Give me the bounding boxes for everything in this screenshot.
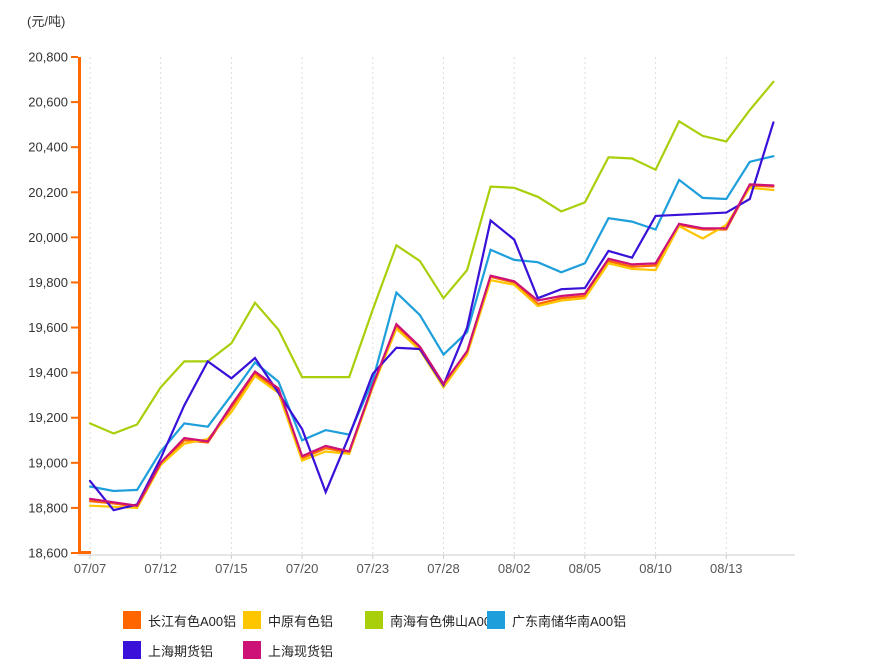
x-axis-label: 08/13: [710, 561, 743, 576]
legend-label: 上海期货铝: [148, 643, 214, 659]
y-axis-label: 19,000: [28, 455, 68, 470]
legend-item-zhongyuan[interactable]: 中原有色铝: [243, 610, 333, 630]
y-axis-tick: [71, 461, 78, 464]
x-axis-label: 07/12: [144, 561, 177, 576]
y-axis-tick: [71, 281, 78, 284]
series-line-shanghai-spot: [88, 183, 775, 507]
y-axis-unit-label: (元/吨): [27, 14, 66, 29]
y-axis-label: 20,400: [28, 140, 68, 155]
legend-label: 中原有色铝: [268, 613, 334, 629]
y-axis-label: 19,200: [28, 410, 68, 425]
y-axis-label: 19,800: [28, 275, 68, 290]
y-axis-label: 20,200: [28, 185, 68, 200]
y-axis-label: 19,600: [28, 320, 68, 335]
x-axis-label: 08/02: [498, 561, 531, 576]
y-axis-tick: [71, 552, 78, 554]
legend-swatch-zhongyuan: [243, 611, 261, 629]
legend-swatch-changjiang-a00: [123, 611, 141, 629]
x-axis-label: 08/10: [639, 561, 672, 576]
y-axis-tick: [71, 56, 78, 58]
series-line-nanhai-foshan-a00: [88, 80, 775, 435]
series-line-guangdong-nanchu-a00: [88, 155, 775, 493]
x-axis-label: 07/28: [427, 561, 460, 576]
y-axis-label: 20,000: [28, 230, 68, 245]
chart-plot-area: 07/07 07/12 07/15 07/20 07/23 07/28 08/02 08/05…: [28, 50, 795, 576]
y-axis-tick: [71, 236, 78, 239]
y-axis-label: 20,600: [28, 95, 68, 110]
y-axis-tick: [71, 371, 78, 374]
legend-item-guangdong-nanchu-a00[interactable]: 广东南储华南A00铝: [487, 610, 626, 630]
x-axis-label: 07/20: [286, 561, 319, 576]
series-line-shanghai-futures: [88, 121, 775, 512]
x-axis-label: 07/15: [215, 561, 248, 576]
series-line-changjiang-a00: [88, 184, 775, 508]
legend-item-shanghai-spot[interactable]: 上海现货铝: [243, 640, 333, 660]
y-axis-tick: [71, 326, 78, 329]
legend-swatch-shanghai-spot: [243, 641, 261, 659]
legend-item-changjiang-a00[interactable]: 长江有色A00铝: [123, 610, 236, 630]
x-axis-label: 08/05: [569, 561, 602, 576]
legend-swatch-shanghai-futures: [123, 641, 141, 659]
legend-label: 长江有色A00铝: [148, 613, 237, 629]
x-axis-label: 07/23: [357, 561, 390, 576]
legend-item-nanhai-foshan-a00[interactable]: 南海有色佛山A00铝: [365, 610, 504, 630]
legend-swatch-nanhai-foshan-a00: [365, 611, 383, 629]
legend-label: 南海有色佛山A00铝: [390, 613, 505, 629]
y-axis-label: 18,600: [28, 546, 68, 561]
legend-swatch-guangdong-nanchu-a00: [487, 611, 505, 629]
y-axis-tick: [71, 416, 78, 419]
y-axis-label: 18,800: [28, 500, 68, 515]
y-axis-bar: [78, 57, 81, 554]
y-axis-tick: [71, 191, 78, 194]
y-axis-tick: [71, 506, 78, 509]
legend-item-shanghai-futures[interactable]: 上海期货铝: [123, 640, 213, 660]
y-axis-tick: [71, 146, 78, 149]
y-axis-label: 19,400: [28, 365, 68, 380]
legend-label: 上海现货铝: [268, 643, 334, 659]
y-axis-tick: [71, 101, 78, 104]
x-axis-label: 07/07: [74, 561, 107, 576]
y-axis-label: 20,800: [28, 50, 68, 65]
legend-label: 广东南储华南A00铝: [512, 613, 627, 629]
y-axis-bar-foot: [81, 551, 91, 554]
